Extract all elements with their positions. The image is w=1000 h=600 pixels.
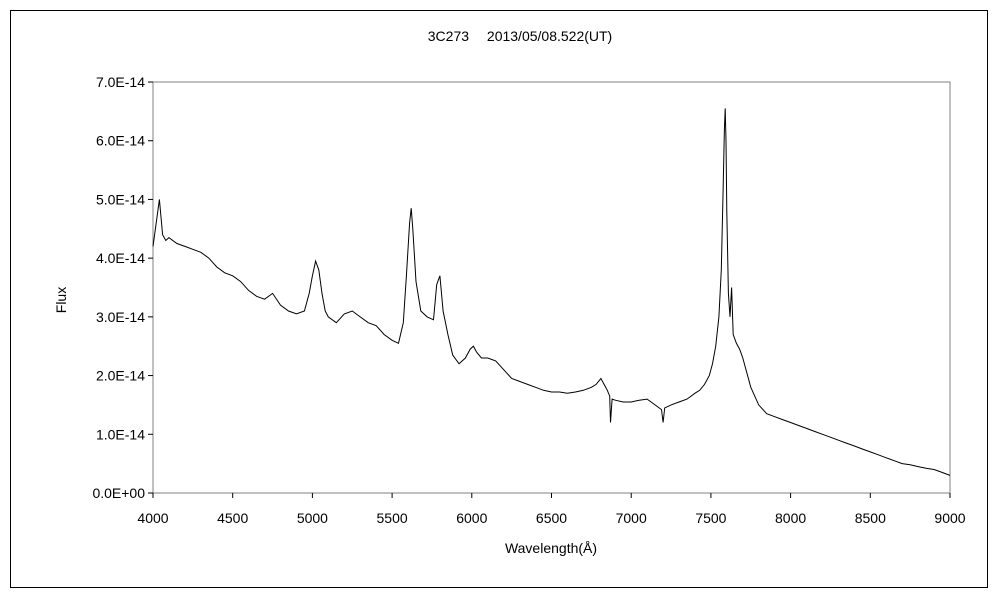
x-tick-label: 6500 [536,510,567,526]
y-axis-ticks: 0.0E+00 1.0E-14 2.0E-14 3.0E-14 4.0E-14 5.0E-… [92,74,153,501]
x-tick-label: 5000 [297,510,328,526]
y-tick-label: 3.0E-14 [96,309,145,325]
y-axis-label: Flux [53,287,69,313]
x-tick-label: 4500 [217,510,248,526]
x-tick-label: 7500 [695,510,726,526]
y-tick-label: 4.0E-14 [96,250,145,266]
x-tick-label: 6000 [456,510,487,526]
x-tick-label: 8000 [775,510,806,526]
flux-spectrum-line [152,108,951,476]
x-axis-label: Wavelength(Å) [505,540,597,556]
x-tick-label: 5500 [377,510,408,526]
y-tick-label: 7.0E-14 [96,74,145,90]
y-tick-label: 2.0E-14 [96,368,145,384]
y-tick-label: 5.0E-14 [96,191,145,207]
plot-area [152,81,951,494]
y-tick-label: 1.0E-14 [96,426,145,442]
x-tick-label: 8500 [855,510,886,526]
y-tick-label: 6.0E-14 [96,133,145,149]
x-tick-label: 7000 [616,510,647,526]
chart-frame [10,10,988,588]
chart-title: 3C273 2013/05/08.522(UT) [428,28,612,44]
y-tick-label: 0.0E+00 [92,485,145,501]
x-tick-label: 4000 [137,510,168,526]
x-tick-label: 9000 [934,510,965,526]
x-axis-ticks: 4000 4500 5000 5500 6000 6500 7000 7500 8000 8500… [137,493,966,526]
